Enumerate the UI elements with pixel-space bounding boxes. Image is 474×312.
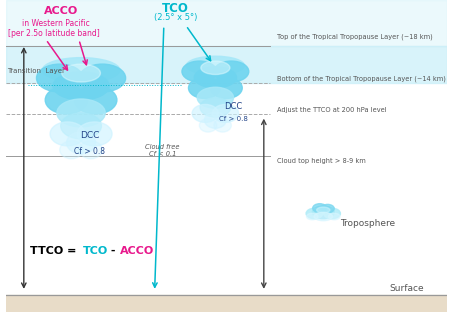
Ellipse shape: [197, 87, 234, 108]
Ellipse shape: [194, 67, 237, 88]
Ellipse shape: [79, 64, 126, 92]
Text: TTCO =: TTCO =: [30, 246, 77, 256]
Text: Transition  Layer: Transition Layer: [8, 68, 65, 74]
Ellipse shape: [212, 105, 238, 122]
Ellipse shape: [201, 61, 230, 75]
Ellipse shape: [77, 122, 112, 146]
Ellipse shape: [204, 112, 226, 128]
Text: TCO: TCO: [83, 246, 109, 256]
Bar: [6, 1, 447, 46]
Ellipse shape: [317, 207, 330, 213]
Ellipse shape: [306, 208, 323, 219]
Text: DCC: DCC: [224, 102, 242, 111]
Text: TCO: TCO: [162, 2, 189, 15]
Text: Cf > 0.8: Cf > 0.8: [74, 147, 105, 156]
Bar: [6, 295, 447, 312]
Ellipse shape: [214, 119, 231, 132]
Text: [per 2.5o latitude band]: [per 2.5o latitude band]: [8, 29, 100, 38]
Ellipse shape: [312, 206, 334, 219]
Ellipse shape: [192, 105, 218, 122]
Ellipse shape: [307, 213, 318, 220]
Ellipse shape: [200, 119, 217, 132]
Ellipse shape: [186, 56, 245, 75]
Ellipse shape: [53, 72, 109, 100]
Ellipse shape: [314, 212, 332, 221]
Text: DCC: DCC: [80, 131, 100, 140]
Text: Troposphere: Troposphere: [340, 219, 395, 228]
Text: Bottom of the Tropical Tropopause Layer (~14 km): Bottom of the Tropical Tropopause Layer …: [277, 75, 446, 82]
Text: Cloud free
Cf < 0.1: Cloud free Cf < 0.1: [145, 144, 180, 157]
Ellipse shape: [57, 99, 105, 127]
Ellipse shape: [66, 132, 96, 154]
Ellipse shape: [42, 58, 120, 83]
Text: (2.5° x 5°): (2.5° x 5°): [154, 13, 198, 22]
Ellipse shape: [321, 204, 334, 213]
Ellipse shape: [324, 208, 340, 219]
Ellipse shape: [62, 64, 100, 82]
Ellipse shape: [61, 113, 101, 139]
Text: Cloud top height > 8-9 km: Cloud top height > 8-9 km: [277, 158, 366, 164]
Ellipse shape: [50, 122, 85, 146]
Ellipse shape: [328, 213, 340, 220]
Ellipse shape: [210, 77, 242, 98]
Text: Surface: Surface: [390, 284, 424, 293]
Ellipse shape: [79, 141, 102, 159]
Text: Adjust the TTCO at 200 hPa level: Adjust the TTCO at 200 hPa level: [277, 106, 387, 113]
Text: Top of the Tropical Tropopause Layer (~18 km): Top of the Tropical Tropopause Layer (~1…: [277, 33, 433, 40]
Text: ACCO: ACCO: [120, 246, 154, 256]
Text: in Western Pacific: in Western Pacific: [22, 19, 90, 28]
Text: Cf > 0.8: Cf > 0.8: [219, 116, 247, 122]
Ellipse shape: [313, 204, 327, 212]
Text: ACCO: ACCO: [44, 7, 78, 17]
Ellipse shape: [60, 141, 83, 159]
Ellipse shape: [189, 77, 220, 98]
Ellipse shape: [182, 61, 217, 82]
Bar: [6, 46, 447, 83]
Text: -: -: [107, 246, 119, 256]
Ellipse shape: [74, 86, 117, 114]
Ellipse shape: [200, 98, 231, 117]
Ellipse shape: [45, 86, 88, 114]
Ellipse shape: [214, 61, 249, 82]
Ellipse shape: [36, 64, 83, 92]
